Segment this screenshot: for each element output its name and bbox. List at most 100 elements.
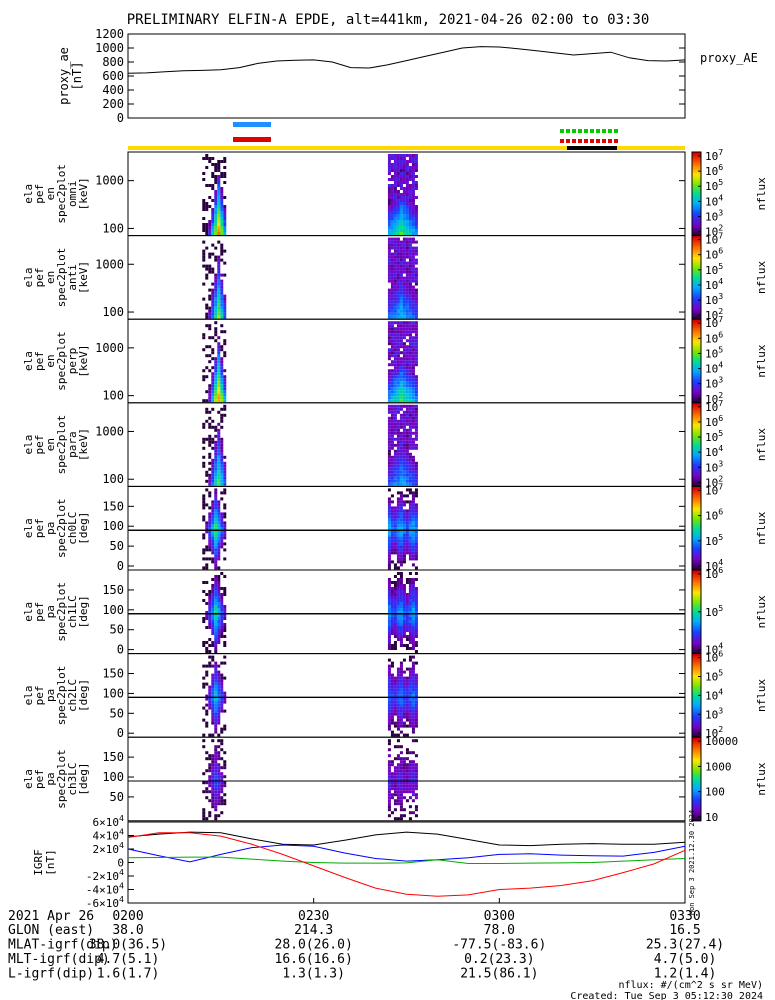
heatmap-pixel [390, 602, 394, 605]
heatmap-pixel [405, 315, 409, 319]
heatmap-pixel [399, 157, 403, 160]
heatmap-pixel [396, 584, 400, 587]
heatmap-pixel [399, 294, 403, 298]
heatmap-pixel [214, 581, 218, 584]
heatmap-pixel [396, 763, 400, 767]
heatmap-pixel [205, 267, 209, 271]
heatmap-pixel [411, 306, 415, 310]
colorbar-segment [692, 308, 701, 312]
heatmap-pixel [402, 220, 406, 223]
heatmap-pixel [399, 620, 403, 623]
heatmap-pixel [390, 232, 394, 235]
heatmap-pixel [414, 330, 418, 334]
heatmap-pixel [211, 163, 215, 166]
colorbar-segment [692, 250, 701, 253]
colorbar-tick-label: 103 [705, 458, 723, 474]
heatmap-pixel [396, 252, 400, 256]
heatmap-pixel [411, 515, 415, 519]
colorbar-segment [692, 549, 701, 552]
heatmap-pixel [205, 566, 209, 570]
heatmap-pixel [387, 154, 391, 157]
heatmap-pixel [202, 641, 206, 644]
colorbar-segment [692, 664, 701, 667]
heatmap-pixel [411, 667, 415, 671]
heatmap-pixel [387, 267, 391, 271]
heatmap-pixel [217, 694, 221, 698]
heatmap-pixel [220, 199, 224, 202]
heatmap-pixel [393, 563, 397, 567]
heatmap-pixel [414, 754, 418, 758]
heatmap-pixel [396, 715, 400, 719]
heatmap-pixel [217, 399, 221, 403]
heatmap-pixel [393, 596, 397, 599]
heatmap-pixel [211, 611, 215, 614]
heatmap-pixel [411, 793, 415, 797]
heatmap-pixel [402, 778, 406, 782]
heatmap-pixel [205, 524, 209, 528]
heatmap-pixel [405, 357, 409, 361]
heatmap-pixel [214, 467, 218, 471]
heatmap-pixel [408, 381, 412, 385]
heatmap-pixel [396, 727, 400, 731]
heatmap-pixel [217, 712, 221, 716]
heatmap-pixel [220, 596, 224, 599]
heatmap-pixel [223, 470, 227, 474]
green-dash-marker [614, 129, 618, 133]
heatmap-pixel [399, 399, 403, 403]
heatmap-pixel [396, 542, 400, 546]
panel-y-label: ch1LC [66, 595, 79, 628]
colorbar-segment [692, 367, 701, 370]
heatmap-pixel [217, 211, 221, 214]
heatmap-pixel [211, 641, 215, 644]
heatmap-pixel [211, 220, 215, 223]
heatmap-pixel [405, 500, 409, 504]
heatmap-pixel [217, 315, 221, 319]
heatmap-pixel [411, 154, 415, 157]
heatmap-pixel [223, 473, 227, 477]
colorbar-segment [692, 801, 701, 805]
heatmap-pixel [205, 769, 209, 773]
panel-y-label: omni [66, 181, 79, 208]
heatmap-pixel [399, 440, 403, 444]
heatmap-pixel [411, 599, 415, 602]
heatmap-pixel [208, 506, 212, 510]
igrf-y-tick-label: -4×104 [86, 881, 124, 897]
heatmap-pixel [411, 518, 415, 522]
heatmap-pixel [208, 267, 212, 271]
heatmap-pixel [217, 214, 221, 217]
heatmap-pixel [220, 285, 224, 289]
heatmap-pixel [387, 393, 391, 397]
igrf-series-line-2 [127, 844, 686, 863]
heatmap-pixel [414, 360, 418, 364]
heatmap-pixel [214, 664, 218, 668]
heatmap-pixel [220, 372, 224, 376]
heatmap-pixel [405, 372, 409, 376]
heatmap-pixel [411, 497, 415, 501]
heatmap-pixel [393, 449, 397, 453]
colorbar-segment [692, 726, 701, 730]
heatmap-pixel [411, 381, 415, 385]
heatmap-pixel [214, 760, 218, 764]
heatmap-pixel [220, 661, 224, 665]
heatmap-pixel [208, 512, 212, 516]
heatmap-pixel [408, 536, 412, 540]
heatmap-pixel [408, 706, 412, 710]
heatmap-pixel [393, 396, 397, 400]
heatmap-pixel [217, 685, 221, 689]
heatmap-pixel [387, 718, 391, 722]
heatmap-pixel [217, 306, 221, 310]
heatmap-pixel [211, 464, 215, 468]
heatmap-pixel [402, 790, 406, 794]
colorbar-segment [692, 212, 701, 216]
heatmap-pixel [393, 712, 397, 716]
heatmap-pixel [387, 581, 391, 584]
heatmap-pixel [390, 763, 394, 767]
heatmap-pixel [214, 273, 218, 277]
heatmap-pixel [399, 611, 403, 614]
colorbar-segment [692, 452, 701, 456]
heatmap-pixel [411, 655, 415, 659]
heatmap-pixel [390, 425, 394, 429]
heatmap-pixel [387, 422, 391, 426]
heatmap-pixel [411, 790, 415, 794]
heatmap-pixel [411, 342, 415, 346]
